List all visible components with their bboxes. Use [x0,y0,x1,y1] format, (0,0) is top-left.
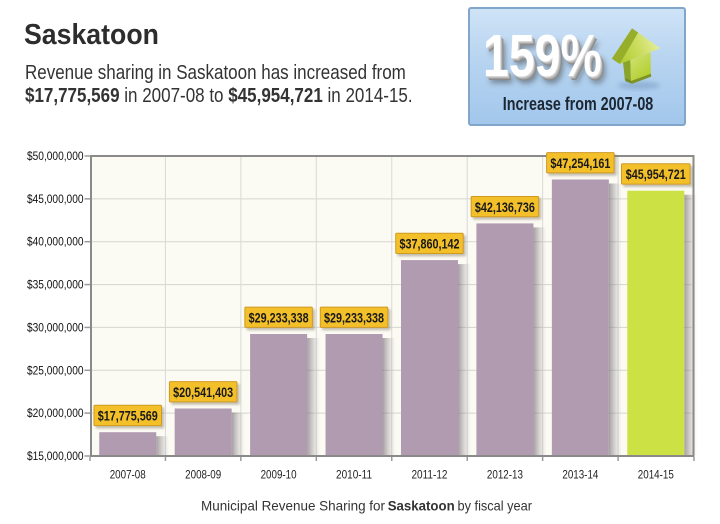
svg-text:$40,000,000: $40,000,000 [27,235,84,249]
svg-text:2011-12: 2011-12 [411,467,447,481]
svg-text:$29,233,338: $29,233,338 [249,310,309,326]
svg-text:$20,000,000: $20,000,000 [27,406,84,420]
svg-text:$30,000,000: $30,000,000 [27,320,84,334]
svg-text:Municipal Revenue Sharing for: Municipal Revenue Sharing for [201,498,385,514]
svg-text:2007-08: 2007-08 [110,467,146,481]
svg-text:$25,000,000: $25,000,000 [27,363,84,377]
svg-text:$45,000,000: $45,000,000 [27,192,84,206]
svg-text:2013-14: 2013-14 [562,467,598,481]
svg-text:2012-13: 2012-13 [487,467,523,481]
svg-text:$20,541,403: $20,541,403 [173,384,233,400]
svg-text:$29,233,338: $29,233,338 [324,310,384,326]
svg-text:$17,775,569: $17,775,569 [98,408,158,424]
svg-text:2009-10: 2009-10 [261,467,297,481]
svg-text:$37,860,142: $37,860,142 [399,236,459,252]
svg-text:by fiscal year: by fiscal year [458,498,533,514]
svg-text:Saskatoon: Saskatoon [388,498,455,514]
svg-text:2008-09: 2008-09 [185,467,221,481]
svg-text:$47,254,161: $47,254,161 [550,155,610,171]
svg-text:$45,954,721: $45,954,721 [626,166,686,182]
svg-text:$35,000,000: $35,000,000 [27,278,84,292]
svg-text:$50,000,000: $50,000,000 [27,149,84,163]
svg-text:$42,136,736: $42,136,736 [475,199,535,215]
svg-text:2010-11: 2010-11 [336,467,372,481]
svg-text:2014-15: 2014-15 [638,467,674,481]
svg-text:$15,000,000: $15,000,000 [27,449,84,463]
